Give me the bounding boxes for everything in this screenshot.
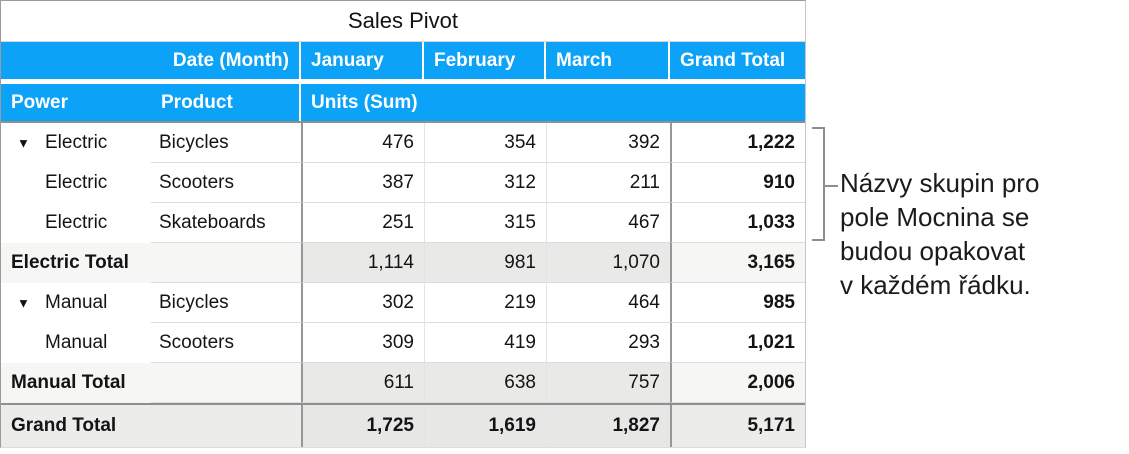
callout-line: pole Mocnina se — [840, 202, 1030, 232]
header-february[interactable]: February — [424, 42, 546, 79]
callout-line: budou opakovat — [840, 236, 1026, 266]
cell-power[interactable]: Manual — [1, 323, 151, 363]
cell-january[interactable]: 476 — [301, 123, 424, 163]
cell-march[interactable]: 392 — [546, 123, 670, 163]
cell-grand-total[interactable]: 3,165 — [670, 243, 805, 283]
cell-march[interactable]: 757 — [546, 363, 670, 403]
disclosure-triangle-icon[interactable]: ▼ — [17, 295, 30, 311]
cell-product[interactable] — [151, 363, 301, 403]
cell-product[interactable]: Scooters — [151, 163, 301, 203]
power-label: Manual — [45, 332, 108, 353]
cell-february[interactable]: 315 — [424, 203, 546, 243]
table-row: ▼ Manual Bicycles 302 219 464 985 — [1, 283, 805, 323]
header-units-sum[interactable]: Units (Sum) — [301, 84, 670, 121]
cell-january[interactable]: 1,725 — [301, 405, 424, 447]
cell-february[interactable]: 1,619 — [424, 405, 546, 447]
header-date-month[interactable]: Date (Month) — [1, 42, 301, 79]
column-header-row: Date (Month) January February March Gran… — [1, 42, 805, 79]
field-header-row: Power Product Units (Sum) — [1, 84, 805, 123]
header-gap — [1, 79, 805, 84]
header-empty — [670, 84, 805, 121]
cell-power[interactable]: Manual Total — [1, 363, 151, 403]
cell-march[interactable]: 293 — [546, 323, 670, 363]
table-title[interactable]: Sales Pivot — [1, 1, 805, 42]
cell-product[interactable] — [151, 405, 301, 447]
cell-february[interactable]: 638 — [424, 363, 546, 403]
table-row: Electric Skateboards 251 315 467 1,033 — [1, 203, 805, 243]
power-label: Electric — [45, 212, 108, 233]
cell-power[interactable]: Electric Total — [1, 243, 151, 283]
cell-march[interactable]: 1,070 — [546, 243, 670, 283]
cell-product[interactable] — [151, 243, 301, 283]
table-row: Manual Scooters 309 419 293 1,021 — [1, 323, 805, 363]
cell-grand-total[interactable]: 1,021 — [670, 323, 805, 363]
cell-january[interactable]: 387 — [301, 163, 424, 203]
cell-march[interactable]: 464 — [546, 283, 670, 323]
cell-product[interactable]: Skateboards — [151, 203, 301, 243]
power-label: Electric — [45, 172, 108, 193]
cell-february[interactable]: 219 — [424, 283, 546, 323]
callout-line: v každém řádku. — [840, 270, 1031, 300]
cell-january[interactable]: 309 — [301, 323, 424, 363]
table-row: Electric Scooters 387 312 211 910 — [1, 163, 805, 203]
cell-february[interactable]: 354 — [424, 123, 546, 163]
callout-bracket — [812, 127, 838, 241]
disclosure-triangle-icon[interactable]: ▼ — [17, 135, 30, 151]
cell-january[interactable]: 611 — [301, 363, 424, 403]
cell-february[interactable]: 981 — [424, 243, 546, 283]
cell-power[interactable]: Grand Total — [1, 405, 151, 447]
cell-power[interactable]: Electric — [1, 163, 151, 203]
callout-text: Názvy skupin pro pole Mocnina se budou o… — [840, 166, 1125, 302]
subtotal-row: Manual Total 611 638 757 2,006 — [1, 363, 805, 403]
cell-january[interactable]: 302 — [301, 283, 424, 323]
power-label: Electric — [45, 132, 108, 153]
header-power[interactable]: Power — [1, 84, 151, 121]
cell-march[interactable]: 1,827 — [546, 405, 670, 447]
cell-grand-total[interactable]: 5,171 — [670, 405, 805, 447]
cell-february[interactable]: 312 — [424, 163, 546, 203]
cell-grand-total[interactable]: 1,222 — [670, 123, 805, 163]
cell-january[interactable]: 251 — [301, 203, 424, 243]
cell-march[interactable]: 467 — [546, 203, 670, 243]
header-january[interactable]: January — [301, 42, 424, 79]
cell-grand-total[interactable]: 985 — [670, 283, 805, 323]
header-product[interactable]: Product — [151, 84, 301, 121]
pivot-table: Sales Pivot Date (Month) January Februar… — [0, 0, 806, 448]
callout-line: Názvy skupin pro — [840, 168, 1040, 198]
grand-total-row: Grand Total 1,725 1,619 1,827 5,171 — [1, 403, 805, 447]
cell-grand-total[interactable]: 2,006 — [670, 363, 805, 403]
cell-grand-total[interactable]: 910 — [670, 163, 805, 203]
header-march[interactable]: March — [546, 42, 670, 79]
subtotal-row: Electric Total 1,114 981 1,070 3,165 — [1, 243, 805, 283]
cell-product[interactable]: Bicycles — [151, 123, 301, 163]
cell-grand-total[interactable]: 1,033 — [670, 203, 805, 243]
cell-product[interactable]: Scooters — [151, 323, 301, 363]
cell-february[interactable]: 419 — [424, 323, 546, 363]
cell-product[interactable]: Bicycles — [151, 283, 301, 323]
cell-january[interactable]: 1,114 — [301, 243, 424, 283]
cell-power[interactable]: ▼ Manual — [1, 283, 151, 323]
table-row: ▼ Electric Bicycles 476 354 392 1,222 — [1, 123, 805, 163]
cell-power[interactable]: Electric — [1, 203, 151, 243]
cell-march[interactable]: 211 — [546, 163, 670, 203]
header-grand-total[interactable]: Grand Total — [670, 42, 805, 79]
power-label: Manual — [45, 292, 108, 313]
cell-power[interactable]: ▼ Electric — [1, 123, 151, 163]
